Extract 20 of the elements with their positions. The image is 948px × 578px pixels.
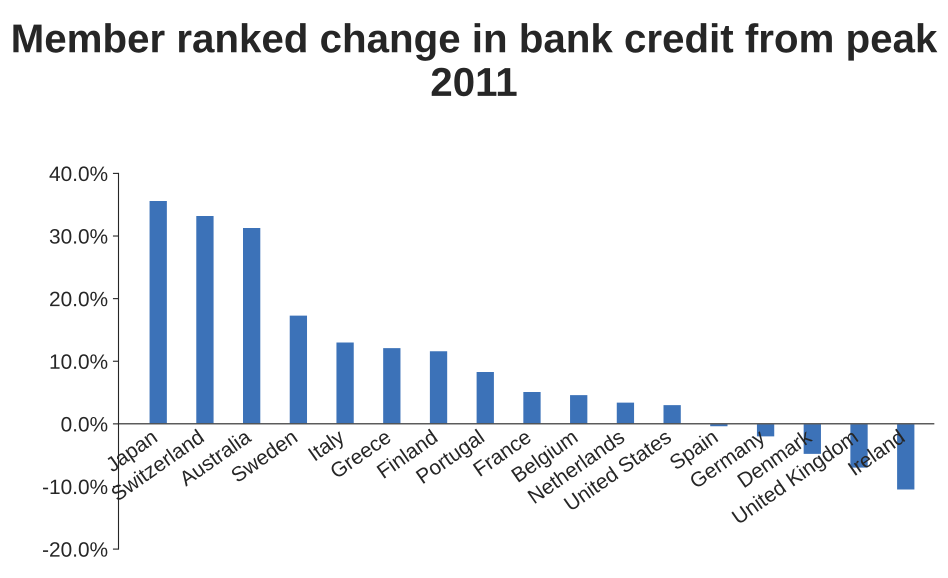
- bar: [662, 404, 682, 425]
- y-tick-label: 30.0%: [50, 229, 108, 244]
- bar: [194, 214, 215, 425]
- y-tick-label: 0.0%: [61, 416, 108, 432]
- bar: [382, 346, 402, 425]
- bar: [288, 314, 308, 425]
- bar: [615, 401, 636, 425]
- y-tick-label: 40.0%: [49, 166, 108, 182]
- bar: [568, 394, 589, 425]
- y-tick-label: 10.0%: [50, 354, 108, 370]
- bar: [428, 350, 449, 425]
- bar: [242, 226, 262, 425]
- y-tick-label: -20.0%: [43, 542, 108, 557]
- bar: [522, 390, 542, 425]
- y-tick-label: 20.0%: [50, 292, 108, 306]
- bar: [475, 370, 496, 425]
- chart-title: Member ranked change in bank credit from peak 2011: [13, 23, 938, 96]
- bar: [148, 200, 168, 425]
- y-tick-label: -10.0%: [43, 479, 108, 494]
- bar: [335, 341, 356, 425]
